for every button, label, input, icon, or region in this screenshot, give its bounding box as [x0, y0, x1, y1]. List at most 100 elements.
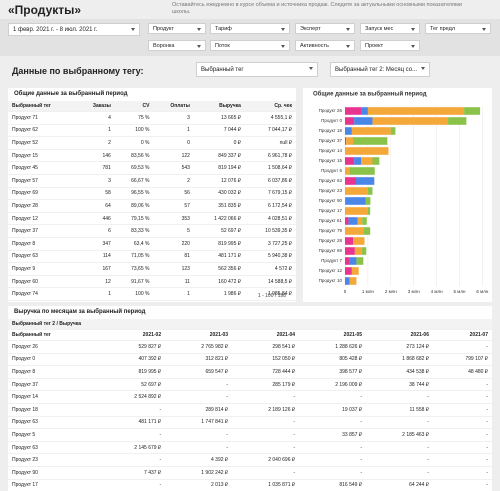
filter-dropdown[interactable]: Тег предл: [425, 23, 491, 34]
column-header[interactable]: Выбранный тег: [8, 329, 99, 341]
table-cell: 1: [76, 287, 115, 301]
table-cell: 38 744 ₽: [366, 378, 433, 392]
table-cell: 52 697 ₽: [98, 378, 166, 392]
bar-segment: [367, 107, 465, 115]
table-cell: -: [366, 441, 433, 455]
filter-dropdown[interactable]: Воронка: [148, 40, 206, 51]
bar-segment: [361, 107, 368, 115]
bar-segment: [351, 267, 359, 275]
table-row: Продукт 71 4 75 % 3 13 665 ₽4 555,1 ₽: [8, 111, 296, 125]
table-cell: 146: [76, 149, 115, 163]
column-header[interactable]: Заказы: [76, 101, 115, 112]
table-row: Продукт 69 58 96,55 % 56 430 032 ₽7 679,15 ₽: [8, 187, 296, 201]
table-cell: Продукт 63: [8, 441, 99, 455]
column-header[interactable]: 2021-06: [366, 329, 433, 341]
table-row: Продукт 18-289 814 ₽2 189 126 ₽19 037 ₽1…: [8, 403, 492, 417]
column-header[interactable]: CV: [114, 101, 154, 112]
bar-segment: [354, 157, 362, 165]
table-row: Продукт 37 52 697 ₽ -285 179 ₽2 196 009 ₽3…: [8, 378, 492, 392]
table-cell: 1: [153, 287, 194, 301]
table-cell: -: [232, 416, 300, 430]
table-cell: 1: [153, 124, 194, 138]
table-cell: -: [165, 378, 233, 392]
table-cell: 1 985,84 ₽: [244, 287, 296, 301]
table-cell: 0: [153, 136, 194, 150]
column-header[interactable]: Выбранный тег: [8, 101, 77, 112]
table-cell: -: [433, 378, 492, 392]
filter-dropdown[interactable]: Тариф: [210, 23, 290, 34]
table-cell: -: [433, 428, 492, 442]
table-row: Продукт 60 12 91,67 % 11 160 472 ₽14 588,5 ₽: [8, 275, 296, 289]
table-row: Продукт 90 7 437 ₽1 902 242 ₽ - - - -: [8, 466, 492, 480]
filter-dropdown[interactable]: Запуск мес: [360, 23, 420, 34]
table-cell: 799 107 ₽: [433, 353, 492, 367]
table-cell: 89,06 %: [114, 199, 154, 213]
table-cell: 12: [76, 275, 115, 289]
y-tick-label: Продукт 26: [319, 108, 343, 113]
tag-selector[interactable]: Выбранный тег: [196, 62, 318, 77]
table-cell: -: [433, 441, 492, 455]
table-cell: 0 %: [114, 136, 154, 150]
table-cell: 75 %: [114, 111, 154, 125]
table-cell: 100 %: [114, 124, 154, 138]
column-header[interactable]: 2021-03: [165, 329, 233, 341]
filter-dropdown[interactable]: Активность: [295, 40, 355, 51]
x-tick-label: 6 млн: [476, 289, 488, 294]
pagination[interactable]: 1 - 100 / 158: [257, 293, 286, 299]
table-cell: 13 665 ₽: [193, 111, 245, 125]
table-row: Продукт 8 819 995 ₽659 547 ₽728 444 ₽398 …: [8, 365, 492, 379]
bar-segment: [345, 177, 356, 185]
table-cell: 79,15 %: [114, 212, 154, 226]
bar-segment: [345, 167, 350, 175]
table-cell: -: [232, 428, 300, 442]
column-header[interactable]: Выручка: [193, 101, 245, 112]
table-cell: 816 549 ₽: [299, 479, 367, 491]
filter-dropdown[interactable]: Эксперт: [295, 23, 355, 34]
column-header[interactable]: 2021-05: [299, 329, 367, 341]
x-tick-label: 4 млн: [431, 289, 443, 294]
table-cell: 3 727,25 ₽: [244, 237, 296, 251]
table-cell: null ₽: [244, 136, 296, 150]
table-cell: -: [165, 390, 233, 404]
table-cell: -: [165, 441, 233, 455]
y-tick-label: Продукт 63: [319, 178, 343, 183]
table-cell: -: [366, 390, 433, 404]
table-row: Продукт 45 781 69,53 % 543 819 194 ₽1 508,64…: [8, 161, 296, 175]
table-cell: 446: [76, 212, 115, 226]
table-cell: 289 814 ₽: [165, 403, 233, 417]
table-cell: 160 472 ₽: [193, 275, 245, 289]
bar-segment: [345, 107, 362, 115]
bar-segment: [345, 147, 389, 155]
table-cell: 1 747 841 ₽: [165, 416, 233, 430]
table-cell: 7 679,15 ₽: [244, 187, 296, 201]
table-cell: 81: [153, 250, 194, 264]
table-cell: 122: [153, 149, 194, 163]
tag-selector[interactable]: Выбранный тег 2: Месяц со...: [330, 62, 430, 77]
table-cell: 10 539,35 ₽: [244, 224, 296, 238]
table-row: Продукт 37 6 83,33 % 5 52 697 ₽10 539,35 ₽: [8, 224, 296, 238]
table-row: Продукт 63 481 171 ₽1 747 841 ₽ - - - -: [8, 416, 492, 430]
table-cell: 4 572 ₽: [244, 262, 296, 276]
chart: Общие данные за выбранный период 0 1 млн 2…: [303, 88, 492, 302]
y-tick-label: Продукт 79: [319, 228, 343, 233]
column-header[interactable]: 2021-07: [433, 329, 492, 341]
table-row: Продукт 52 2 0 % 0 0 ₽ null ₽: [8, 136, 296, 150]
date-range[interactable]: 1 февр. 2021 г. - 8 июл. 2021 г.: [8, 23, 140, 36]
column-header[interactable]: Ср. чек: [244, 101, 296, 112]
filter-dropdown[interactable]: Продукт: [148, 23, 206, 34]
bar-segment: [448, 117, 467, 125]
table-cell: -: [433, 466, 492, 480]
column-header[interactable]: 2021-02: [98, 329, 166, 341]
table-row: Продукт 15 146 83,56 % 122 849 337 ₽6 961,78…: [8, 149, 296, 163]
filter-dropdown[interactable]: Проект: [360, 40, 420, 51]
filter-dropdown[interactable]: Поток: [210, 40, 290, 51]
bar-segment: [357, 217, 363, 225]
table-row: Продукт 62 1 100 % 1 7 044 ₽7 044,17 ₽: [8, 124, 296, 138]
table-cell: 849 337 ₽: [193, 149, 245, 163]
column-header[interactable]: 2021-04: [232, 329, 300, 341]
y-tick-label: Продукт 18: [319, 128, 343, 133]
y-tick-label: Продукт 17: [319, 208, 343, 213]
column-header[interactable]: Оплаты: [153, 101, 194, 112]
table-cell: 2 189 126 ₽: [232, 403, 300, 417]
table-cell: Продукт 60: [8, 275, 77, 289]
